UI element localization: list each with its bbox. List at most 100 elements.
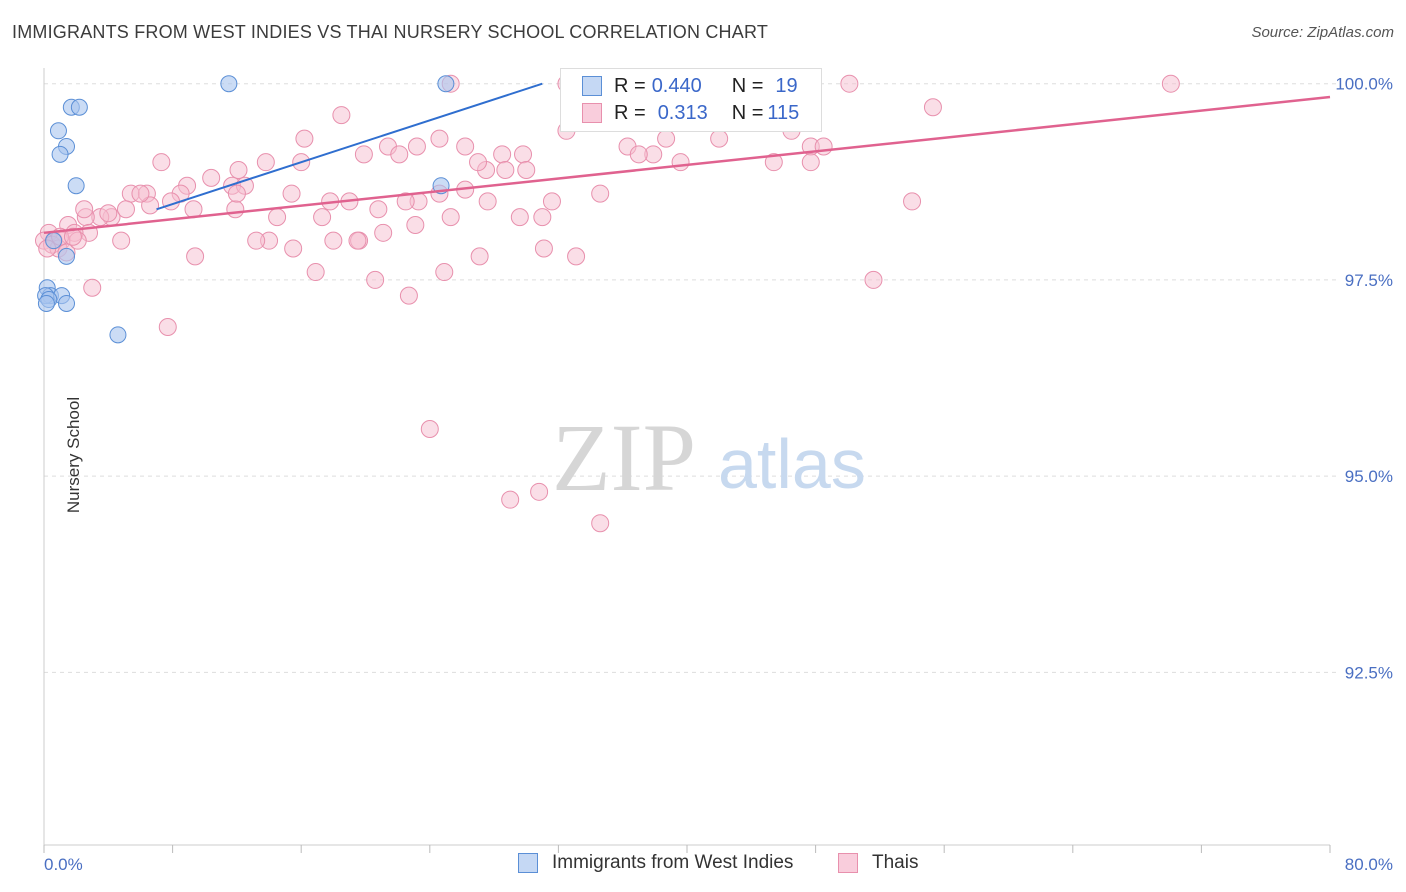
west-indies-points	[37, 75, 455, 344]
legend-row-thai: R = 0.313 N = 115	[582, 101, 799, 125]
axes	[43, 68, 1331, 853]
thai-trend-line	[43, 95, 1331, 235]
y-axis-label: Nursery School	[64, 396, 84, 514]
thai-point	[227, 184, 246, 203]
west-indies-point	[437, 75, 455, 93]
legend-r-label: R =	[614, 101, 646, 124]
thai-point	[63, 227, 82, 246]
thai-point	[282, 184, 301, 203]
thai-point	[530, 482, 549, 501]
thai-point	[517, 161, 536, 180]
thai-point	[501, 490, 520, 509]
thai-point	[399, 286, 418, 305]
thai-point	[186, 247, 205, 266]
legend-n-value: 19	[775, 74, 798, 97]
legend-r-value: 0.313	[657, 101, 708, 124]
thai-point	[1161, 74, 1180, 93]
thai-point	[141, 196, 160, 215]
legend-n-label: N =	[731, 74, 764, 97]
thai-point	[478, 192, 497, 211]
thai-point	[324, 231, 343, 250]
bottom-legend-thai[interactable]: Thais	[838, 852, 918, 874]
thai-point	[864, 270, 883, 289]
west-indies-point	[58, 294, 76, 312]
watermark: ZIP atlas	[552, 404, 866, 511]
thai-point	[493, 145, 512, 164]
trend-lines	[43, 82, 1331, 235]
thai-point	[75, 200, 94, 219]
thai-point	[295, 129, 314, 148]
y-tick-label: 100.0%	[1335, 75, 1393, 94]
thai-point	[83, 278, 102, 297]
legend-swatch-blue	[518, 853, 538, 873]
west-indies-point	[220, 75, 238, 93]
legend-swatch-pink	[582, 103, 602, 123]
west-indies-point	[49, 122, 67, 140]
thai-point	[226, 200, 245, 219]
legend-r-label: R =	[614, 74, 646, 97]
x-tick-label: 0.0%	[44, 855, 83, 874]
y-tick-label: 97.5%	[1345, 271, 1393, 290]
legend-n-value: 115	[767, 101, 800, 124]
x-tick-label: 80.0%	[1345, 855, 1393, 874]
west-indies-trend-line	[156, 82, 543, 211]
thai-point	[390, 145, 409, 164]
thai-point	[764, 153, 783, 172]
legend-swatch-blue	[582, 76, 602, 96]
thai-point	[534, 239, 553, 258]
legend-label: Immigrants from West Indies	[552, 852, 794, 873]
thai-point	[152, 153, 171, 172]
thai-point	[470, 247, 489, 266]
thai-point	[514, 145, 533, 164]
thai-point	[112, 231, 131, 250]
thai-point	[591, 184, 610, 203]
thai-point	[158, 318, 177, 336]
bottom-legend-west-indies[interactable]: Immigrants from West Indies	[518, 852, 793, 874]
thai-point	[496, 161, 515, 180]
gridlines	[44, 83, 1340, 673]
thai-point	[710, 129, 729, 148]
thai-point	[332, 106, 351, 125]
thai-point	[420, 420, 439, 439]
legend-swatch-pink	[838, 853, 858, 873]
west-indies-point	[58, 247, 76, 265]
legend-row-west-indies: R = 0.440 N = 19	[582, 74, 798, 98]
source-credit: Source: ZipAtlas.com	[1251, 24, 1394, 41]
thai-point	[354, 145, 373, 164]
thai-point	[348, 231, 367, 250]
thai-point	[903, 192, 922, 211]
west-indies-point	[37, 294, 55, 312]
tick-labels: 92.5% 95.0% 97.5% 100.0% 0.0% 80.0%	[44, 75, 1393, 874]
thai-point	[406, 215, 425, 234]
thai-point	[229, 161, 248, 180]
thai-point	[567, 247, 586, 266]
thai-point	[671, 153, 690, 172]
chart-title: IMMIGRANTS FROM WEST INDIES VS THAI NURS…	[12, 22, 769, 42]
thai-point	[542, 192, 561, 211]
legend-label: Thais	[872, 852, 919, 873]
thai-point	[657, 129, 676, 148]
thai-point	[366, 270, 385, 289]
thai-point	[814, 137, 833, 156]
thai-point	[284, 239, 303, 258]
thai-point	[469, 153, 488, 172]
thai-point	[268, 208, 287, 227]
west-indies-point	[67, 177, 85, 195]
stats-legend: R = 0.440 N = 19 R = 0.313 N = 115	[560, 68, 822, 132]
thai-point	[131, 184, 150, 203]
thai-point	[407, 137, 426, 156]
thai-point	[99, 204, 118, 223]
thai-point	[256, 153, 275, 172]
thai-point	[840, 74, 859, 93]
thai-point	[374, 223, 393, 242]
thai-point	[202, 168, 221, 187]
west-indies-point	[51, 145, 69, 163]
thai-point	[313, 208, 332, 227]
thai-point	[369, 200, 388, 219]
thai-point	[435, 263, 454, 282]
thai-point	[510, 208, 529, 227]
thai-point	[396, 192, 415, 211]
west-indies-point	[109, 326, 127, 344]
thai-point	[533, 208, 552, 227]
thai-point	[591, 514, 610, 533]
